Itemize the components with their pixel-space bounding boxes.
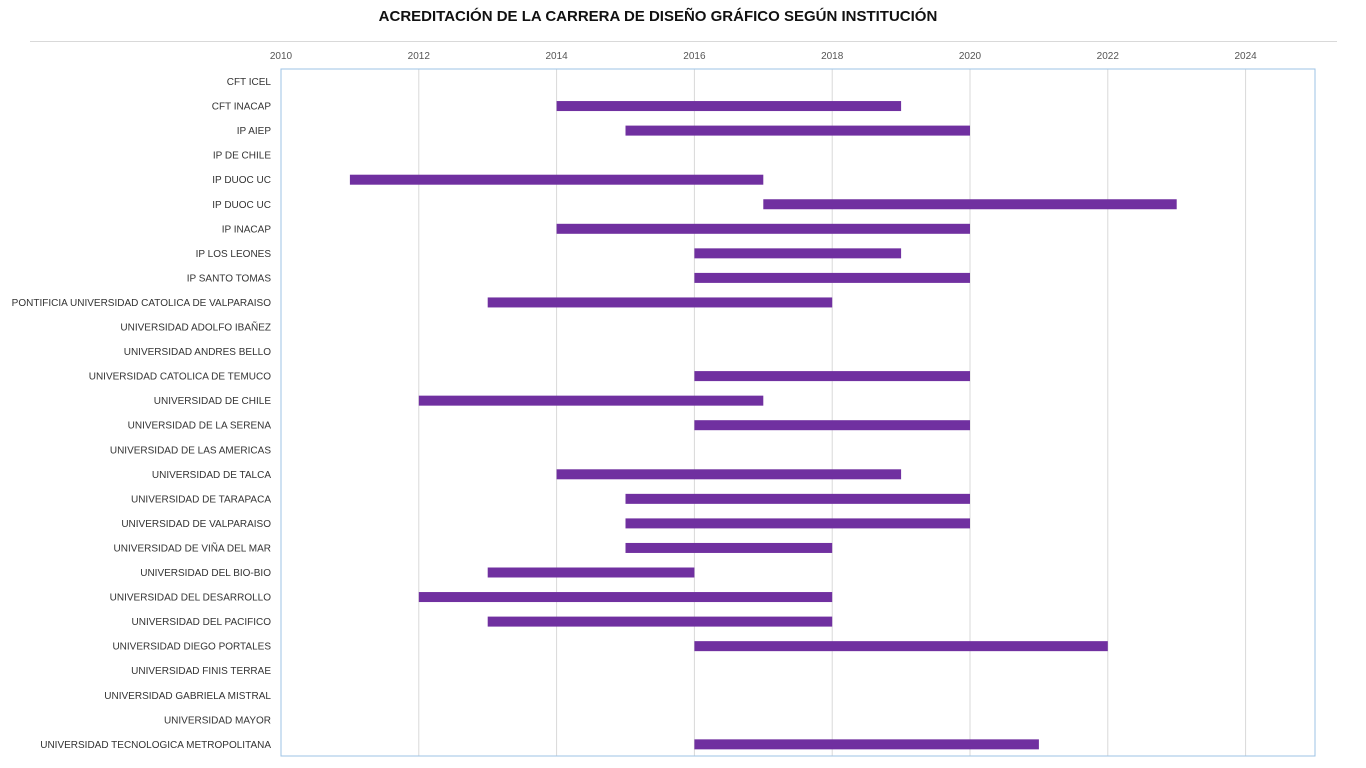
range-bar	[694, 420, 970, 431]
x-tick-label: 2022	[1097, 51, 1120, 62]
x-tick-label: 2020	[959, 51, 982, 62]
category-label: UNIVERSIDAD DE TARAPACA	[131, 494, 271, 505]
range-bar	[694, 371, 970, 382]
range-bar	[763, 199, 1177, 210]
category-label: UNIVERSIDAD DE LAS AMERICAS	[110, 445, 271, 456]
range-bar	[487, 567, 695, 578]
x-tick-label: 2010	[270, 51, 293, 62]
title-divider	[30, 41, 1337, 42]
category-label: UNIVERSIDAD DE VIÑA DEL MAR	[114, 541, 271, 554]
chart-title: ACREDITACIÓN DE LA CARRERA DE DISEÑO GRÁ…	[378, 8, 938, 25]
category-label: UNIVERSIDAD ANDRES BELLO	[124, 347, 271, 358]
range-bar	[556, 223, 970, 234]
range-bar	[625, 493, 970, 504]
grid-lines	[280, 69, 1247, 756]
range-bar	[694, 641, 1108, 652]
category-label: UNIVERSIDAD DIEGO PORTALES	[112, 642, 271, 653]
category-label: CFT ICEL	[227, 77, 272, 88]
range-bar	[418, 592, 833, 603]
x-tick-label: 2024	[1234, 51, 1257, 62]
category-label: IP AIEP	[237, 126, 272, 137]
range-bar	[694, 248, 902, 259]
category-label: UNIVERSIDAD DE LA SERENA	[128, 421, 272, 432]
range-bar	[487, 616, 833, 627]
x-axis-ticks: 2010 2012 2014 2016 2018 2020 2022 2024	[270, 51, 1257, 62]
category-label: UNIVERSIDAD DEL BIO-BIO	[140, 568, 271, 579]
plot-area-border	[280, 68, 1316, 757]
range-bar	[418, 395, 764, 406]
range-bar	[487, 297, 833, 308]
category-label: UNIVERSIDAD CATOLICA DE TEMUCO	[89, 372, 271, 383]
category-label: IP SANTO TOMAS	[187, 273, 272, 284]
range-bar	[625, 518, 970, 529]
category-label: UNIVERSIDAD DEL PACIFICO	[132, 617, 272, 628]
category-label: IP LOS LEONES	[196, 249, 272, 260]
x-tick-label: 2014	[545, 51, 568, 62]
category-label: IP INACAP	[222, 224, 272, 235]
range-bar	[625, 125, 970, 136]
category-label: UNIVERSIDAD DE TALCA	[152, 470, 271, 481]
x-tick-label: 2016	[683, 51, 706, 62]
range-bar	[625, 542, 833, 553]
range-bar	[694, 272, 970, 283]
range-bar	[694, 739, 1039, 750]
category-label: UNIVERSIDAD DE VALPARAISO	[121, 519, 271, 530]
category-label: UNIVERSIDAD DEL DESARROLLO	[110, 593, 272, 604]
category-label: PONTIFICIA UNIVERSIDAD CATOLICA DE VALPA…	[12, 298, 272, 309]
range-bar	[556, 101, 902, 112]
range-bar	[349, 174, 764, 185]
x-tick-label: 2012	[408, 51, 431, 62]
category-label: CFT INACAP	[212, 102, 272, 113]
category-label: IP DE CHILE	[213, 151, 271, 162]
range-bar	[556, 469, 902, 480]
category-label: UNIVERSIDAD FINIS TERRAE	[131, 666, 271, 677]
y-axis-categories: CFT ICEL CFT INACAP IP AIEP IP DE CHILE IP D…	[12, 77, 272, 751]
category-label: UNIVERSIDAD GABRIELA MISTRAL	[104, 691, 271, 702]
category-label: IP DUOC UC	[212, 175, 271, 186]
category-label: IP DUOC UC	[212, 200, 271, 211]
bars	[349, 101, 1177, 750]
category-label: UNIVERSIDAD DE CHILE	[154, 396, 272, 407]
category-label: UNIVERSIDAD TECNOLOGICA METROPOLITANA	[40, 740, 271, 751]
x-tick-label: 2018	[821, 51, 844, 62]
category-label: UNIVERSIDAD ADOLFO IBAÑEZ	[120, 321, 271, 334]
category-label: UNIVERSIDAD MAYOR	[164, 715, 271, 726]
